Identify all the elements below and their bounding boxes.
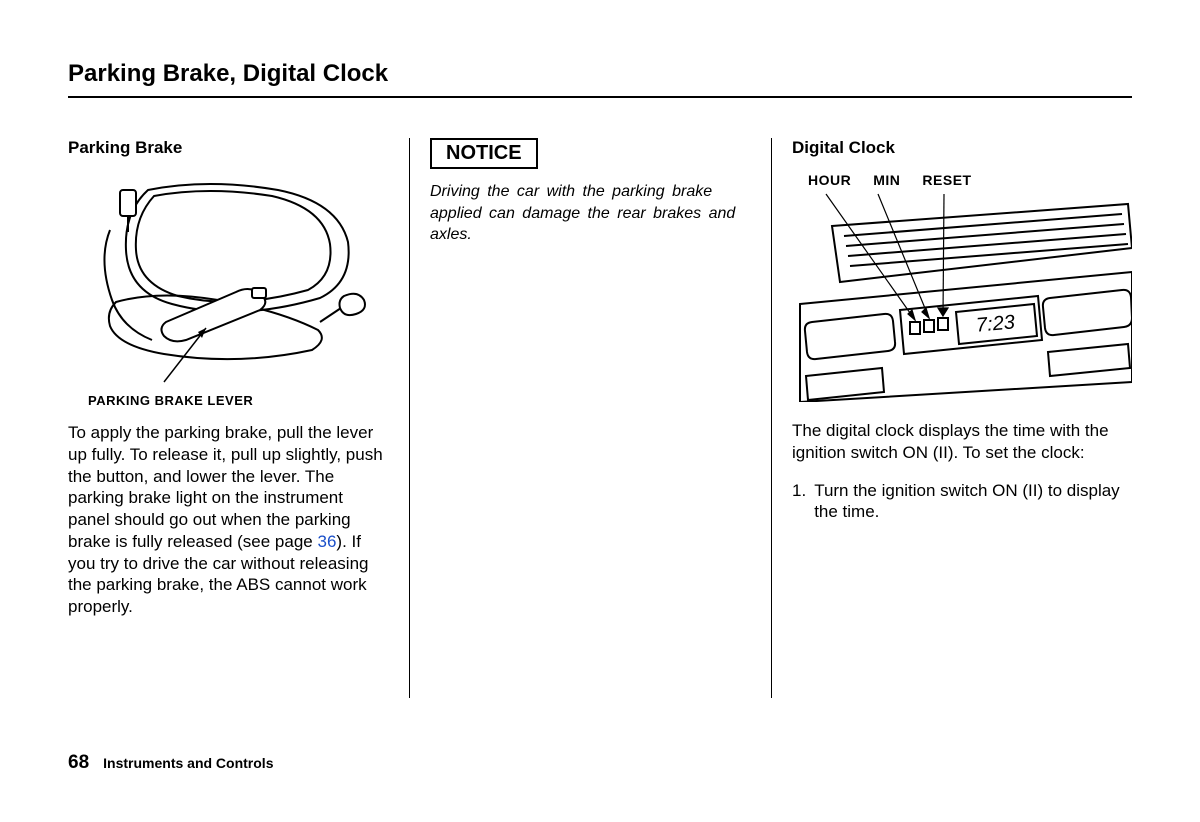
label-hour: HOUR [808, 172, 851, 188]
parking-brake-figure [68, 172, 368, 387]
page-title: Parking Brake, Digital Clock [68, 60, 1132, 88]
clock-button-labels: HOUR MIN RESET [808, 172, 1132, 188]
label-reset: RESET [922, 172, 971, 188]
digital-clock-body: The digital clock displays the time with… [792, 420, 1132, 464]
notice-label: NOTICE [430, 138, 538, 169]
column-digital-clock: Digital Clock HOUR MIN RESET [772, 138, 1132, 718]
digital-clock-illustration: 7:23 [792, 192, 1132, 402]
clock-time-text: 7:23 [975, 311, 1016, 336]
page-reference-link[interactable]: 36 [317, 532, 336, 551]
label-min: MIN [873, 172, 900, 188]
notice-text: Driving the car with the parking brake a… [430, 181, 751, 246]
parking-brake-body: To apply the parking brake, pull the lev… [68, 422, 389, 618]
digital-clock-figure: 7:23 [792, 192, 1132, 402]
step-1: 1. Turn the ignition switch ON (II) to d… [792, 480, 1132, 524]
column-notice: NOTICE Driving the car with the parking … [410, 138, 771, 718]
column-parking-brake: Parking Brake [68, 138, 409, 718]
step-1-text: Turn the ignition switch ON (II) to disp… [814, 480, 1132, 524]
parking-brake-caption: PARKING BRAKE LEVER [88, 393, 389, 408]
title-rule [68, 96, 1132, 98]
section-name: Instruments and Controls [103, 755, 273, 771]
parking-brake-heading: Parking Brake [68, 138, 389, 158]
digital-clock-heading: Digital Clock [792, 138, 1132, 158]
page-number: 68 [68, 752, 89, 774]
step-1-number: 1. [792, 480, 806, 524]
page-footer: 68 Instruments and Controls [68, 752, 274, 774]
parking-brake-illustration [68, 172, 368, 387]
content-columns: Parking Brake [68, 138, 1132, 718]
